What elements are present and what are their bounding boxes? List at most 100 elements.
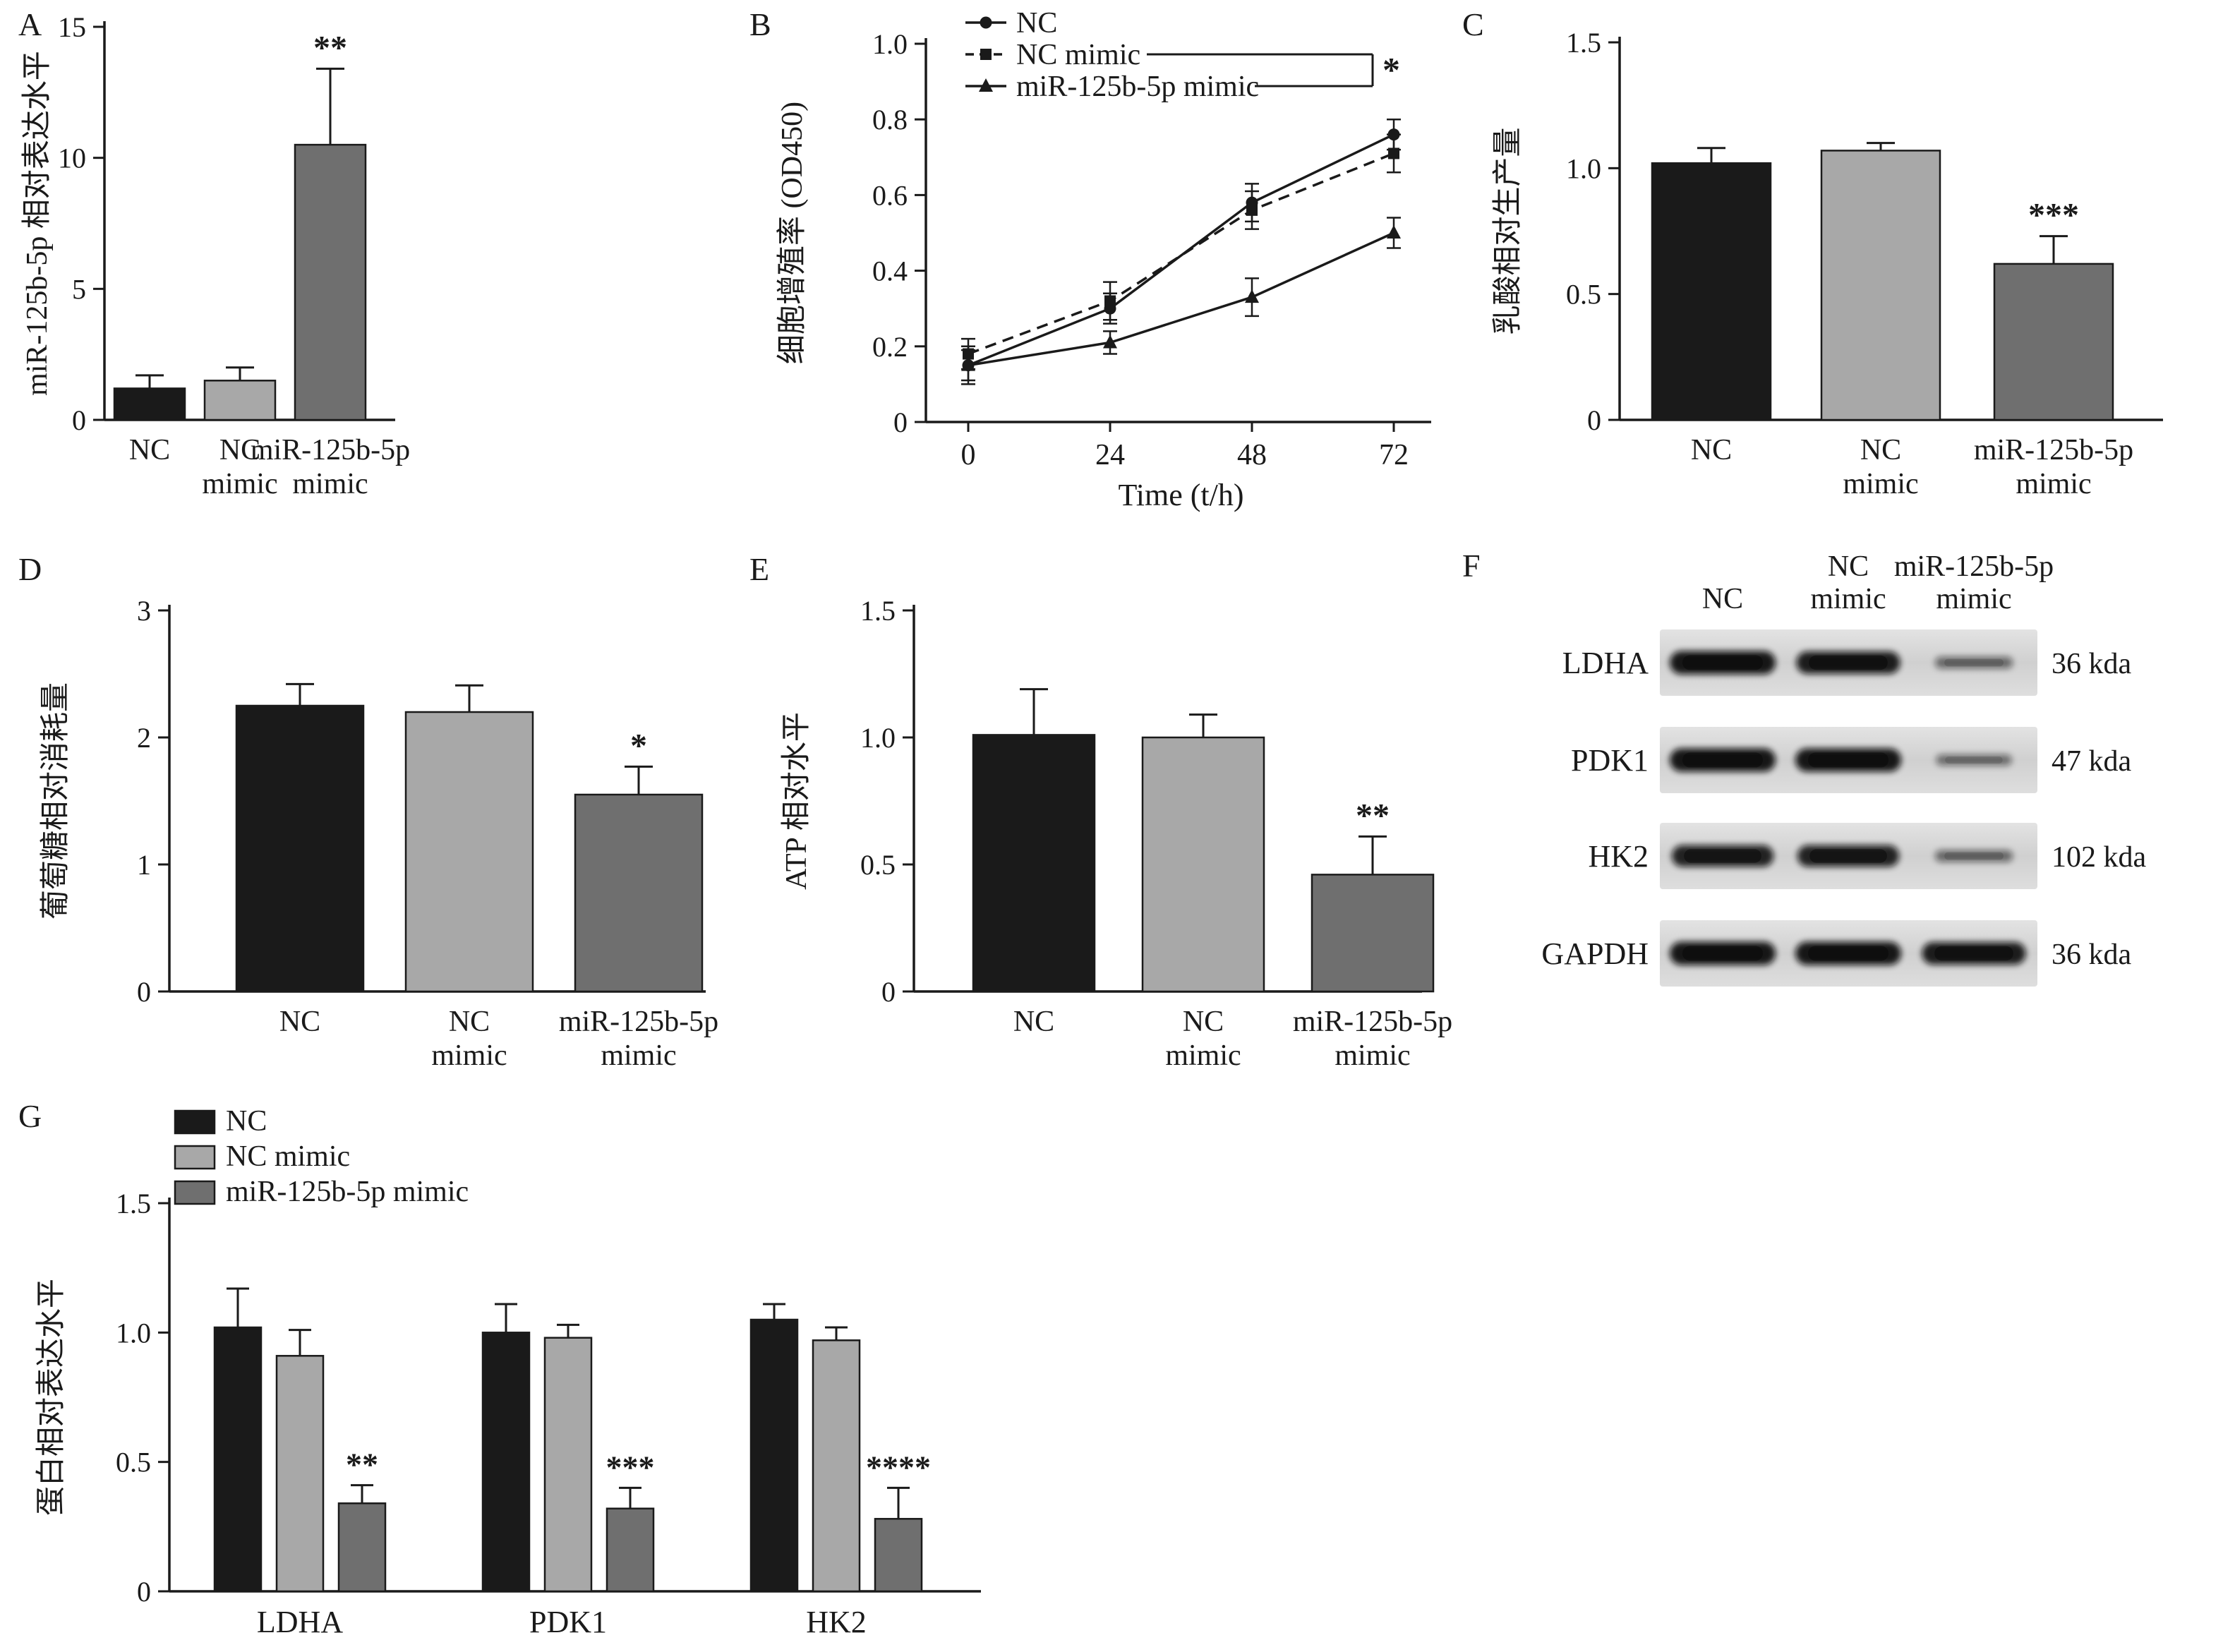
svg-text:NC: NC (1691, 434, 1732, 466)
panel-a: A miR-125b-5p 相对表达水平 0 5 10 15 NC NC mimic ** miR… (0, 0, 741, 543)
panel-g: G 蛋白相对表达水平 0 0.5 1.0 1.5 ** LDHA *** PDK1 **** HK2… (0, 1094, 1101, 1651)
svg-text:3: 3 (137, 595, 151, 627)
svg-text:0: 0 (881, 976, 896, 1008)
svg-text:1.0: 1.0 (116, 1317, 151, 1349)
svg-text:miR-125b-5p mimic: miR-125b-5p mimic (226, 1176, 469, 1208)
svg-text:miR-125b-5p mimic: miR-125b-5p mimic (1016, 71, 1259, 103)
svg-text:1.0: 1.0 (872, 28, 908, 60)
svg-text:0.5: 0.5 (1566, 279, 1601, 310)
svg-text:*: * (630, 727, 647, 764)
panel-f: F NC miR-125b-5p NC mimic mimic LDHA 36 kda PDK… (1454, 543, 2223, 1094)
svg-text:mimic: mimic (431, 1039, 507, 1072)
svg-text:1.0: 1.0 (860, 722, 896, 754)
svg-text:miR-125b-5p: miR-125b-5p (251, 434, 410, 466)
svg-text:乳酸相对生产量: 乳酸相对生产量 (1492, 127, 1524, 334)
svg-text:HK2: HK2 (1588, 839, 1649, 874)
svg-text:***: *** (2028, 197, 2079, 234)
svg-text:1.0: 1.0 (1566, 152, 1601, 184)
svg-text:NC: NC (1016, 7, 1057, 40)
svg-text:0.5: 0.5 (116, 1447, 151, 1478)
svg-text:***: *** (606, 1449, 655, 1485)
panel-b-letter: B (749, 6, 771, 42)
svg-text:0: 0 (1587, 404, 1601, 436)
svg-text:47 kda: 47 kda (2052, 745, 2132, 778)
svg-text:细胞增殖率 (OD450): 细胞增殖率 (OD450) (776, 102, 809, 364)
panel-g-chart: 蛋白相对表达水平 0 0.5 1.0 1.5 ** LDHA *** PDK1 **** HK2 NC… (35, 1105, 981, 1639)
svg-text:****: **** (866, 1449, 931, 1485)
svg-text:HK2: HK2 (806, 1605, 867, 1639)
panel-c-letter: C (1462, 6, 1484, 42)
svg-text:mimic: mimic (1810, 583, 1886, 615)
svg-text:miR-125b-5p 相对表达水平: miR-125b-5p 相对表达水平 (21, 51, 54, 396)
svg-text:mimic: mimic (1936, 583, 2011, 615)
svg-text:mimic: mimic (2016, 468, 2091, 500)
svg-text:NC: NC (1828, 550, 1869, 583)
svg-text:**: ** (313, 29, 347, 66)
svg-text:LDHA: LDHA (1562, 646, 1649, 680)
svg-text:*: * (1382, 50, 1400, 90)
svg-text:0: 0 (961, 439, 976, 471)
panel-d: D 葡萄糖相对消耗量 0 1 2 3 NC NC mimic * miR-125b-5p mimic (0, 543, 741, 1094)
svg-text:15: 15 (58, 11, 86, 43)
panel-d-letter: D (18, 551, 42, 587)
svg-text:NC mimic: NC mimic (1016, 39, 1140, 71)
svg-text:NC: NC (279, 1006, 320, 1038)
svg-text:NC: NC (1860, 434, 1901, 466)
svg-text:NC: NC (129, 434, 170, 466)
svg-text:48: 48 (1237, 439, 1267, 471)
panel-f-letter: F (1462, 548, 1481, 584)
panel-g-letter: G (18, 1098, 42, 1134)
svg-text:NC: NC (1013, 1006, 1054, 1038)
svg-text:0.8: 0.8 (872, 104, 908, 135)
panel-c: C 乳酸相对生产量 0 0.5 1.0 1.5 NC NC mimic *** miR-125b-… (1454, 0, 2223, 543)
panel-b-chart: 细胞增殖率 (OD450) 0 0.2 0.4 0.6 0.8 1.0 0 24 48 72 Time… (776, 7, 1431, 512)
svg-text:miR-125b-5p: miR-125b-5p (1293, 1006, 1452, 1038)
svg-text:1.5: 1.5 (116, 1188, 151, 1219)
svg-text:5: 5 (72, 273, 86, 305)
svg-text:NC: NC (1183, 1006, 1224, 1038)
svg-text:0: 0 (72, 404, 86, 436)
panel-e-letter: E (749, 551, 770, 587)
svg-text:NC mimic: NC mimic (226, 1140, 350, 1173)
svg-text:0: 0 (137, 1576, 151, 1608)
svg-text:0: 0 (137, 976, 151, 1008)
svg-text:NC: NC (226, 1105, 267, 1138)
svg-text:蛋白相对表达水平: 蛋白相对表达水平 (35, 1279, 68, 1516)
svg-text:**: ** (1356, 797, 1390, 834)
svg-text:ATP 相对水平: ATP 相对水平 (781, 712, 813, 890)
svg-text:mimic: mimic (1165, 1039, 1241, 1072)
svg-text:miR-125b-5p: miR-125b-5p (1894, 550, 2054, 583)
svg-text:mimic: mimic (601, 1039, 676, 1072)
svg-text:Time (t/h): Time (t/h) (1118, 478, 1243, 512)
svg-text:102 kda: 102 kda (2052, 841, 2147, 874)
svg-text:miR-125b-5p: miR-125b-5p (1974, 434, 2133, 466)
svg-text:PDK1: PDK1 (1571, 743, 1649, 778)
svg-text:mimic: mimic (1843, 468, 1918, 500)
svg-text:0.6: 0.6 (872, 179, 908, 211)
svg-text:72: 72 (1379, 439, 1409, 471)
svg-text:mimic: mimic (1335, 1039, 1410, 1072)
panel-a-letter: A (18, 6, 42, 42)
svg-text:1.5: 1.5 (860, 595, 896, 627)
svg-text:36 kda: 36 kda (2052, 939, 2132, 971)
panel-e: E ATP 相对水平 0 0.5 1.0 1.5 NC NC mimic ** miR-125b-… (741, 543, 1454, 1094)
svg-text:PDK1: PDK1 (529, 1605, 607, 1639)
svg-text:miR-125b-5p: miR-125b-5p (559, 1006, 718, 1038)
svg-text:LDHA: LDHA (257, 1605, 343, 1639)
svg-text:GAPDH: GAPDH (1541, 936, 1649, 971)
svg-text:葡萄糖相对消耗量: 葡萄糖相对消耗量 (40, 682, 72, 920)
svg-text:mimic: mimic (292, 468, 368, 500)
svg-text:**: ** (346, 1447, 378, 1483)
svg-text:mimic: mimic (202, 468, 277, 500)
svg-text:24: 24 (1095, 439, 1125, 471)
panel-b: B 细胞增殖率 (OD450) 0 0.2 0.4 0.6 0.8 1.0 0 24 48 72 Ti… (741, 0, 1454, 543)
svg-text:0: 0 (893, 406, 908, 438)
svg-text:0.4: 0.4 (872, 255, 908, 287)
svg-text:10: 10 (58, 143, 86, 174)
